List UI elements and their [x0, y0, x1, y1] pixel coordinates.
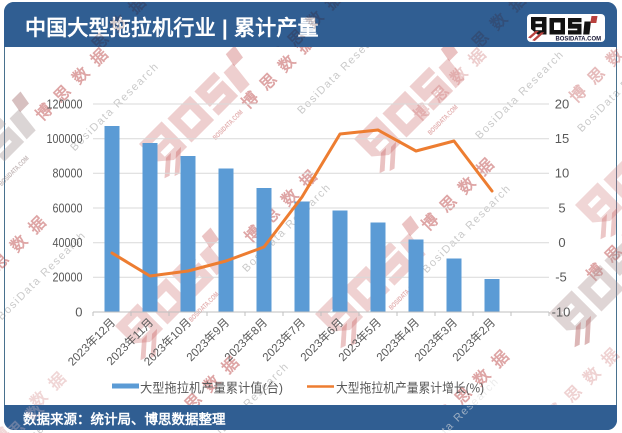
svg-text:-5: -5 — [555, 270, 567, 285]
svg-text:大型拖拉机产量累计值(台): 大型拖拉机产量累计值(台) — [140, 381, 283, 396]
svg-text:0: 0 — [75, 304, 82, 319]
svg-text:-10: -10 — [552, 304, 571, 319]
svg-text:5: 5 — [558, 200, 565, 215]
svg-text:100000: 100000 — [47, 131, 83, 146]
svg-text:40000: 40000 — [53, 235, 83, 250]
svg-text:20: 20 — [555, 96, 569, 111]
svg-text:0: 0 — [558, 235, 565, 250]
svg-text:60000: 60000 — [53, 200, 83, 215]
svg-text:120000: 120000 — [47, 96, 83, 111]
svg-text:10: 10 — [555, 166, 569, 181]
svg-text:大型拖拉机产量累计增长(%): 大型拖拉机产量累计增长(%) — [336, 381, 484, 396]
svg-text:20000: 20000 — [53, 270, 83, 285]
svg-text:15: 15 — [555, 131, 569, 146]
svg-text:80000: 80000 — [53, 166, 83, 181]
